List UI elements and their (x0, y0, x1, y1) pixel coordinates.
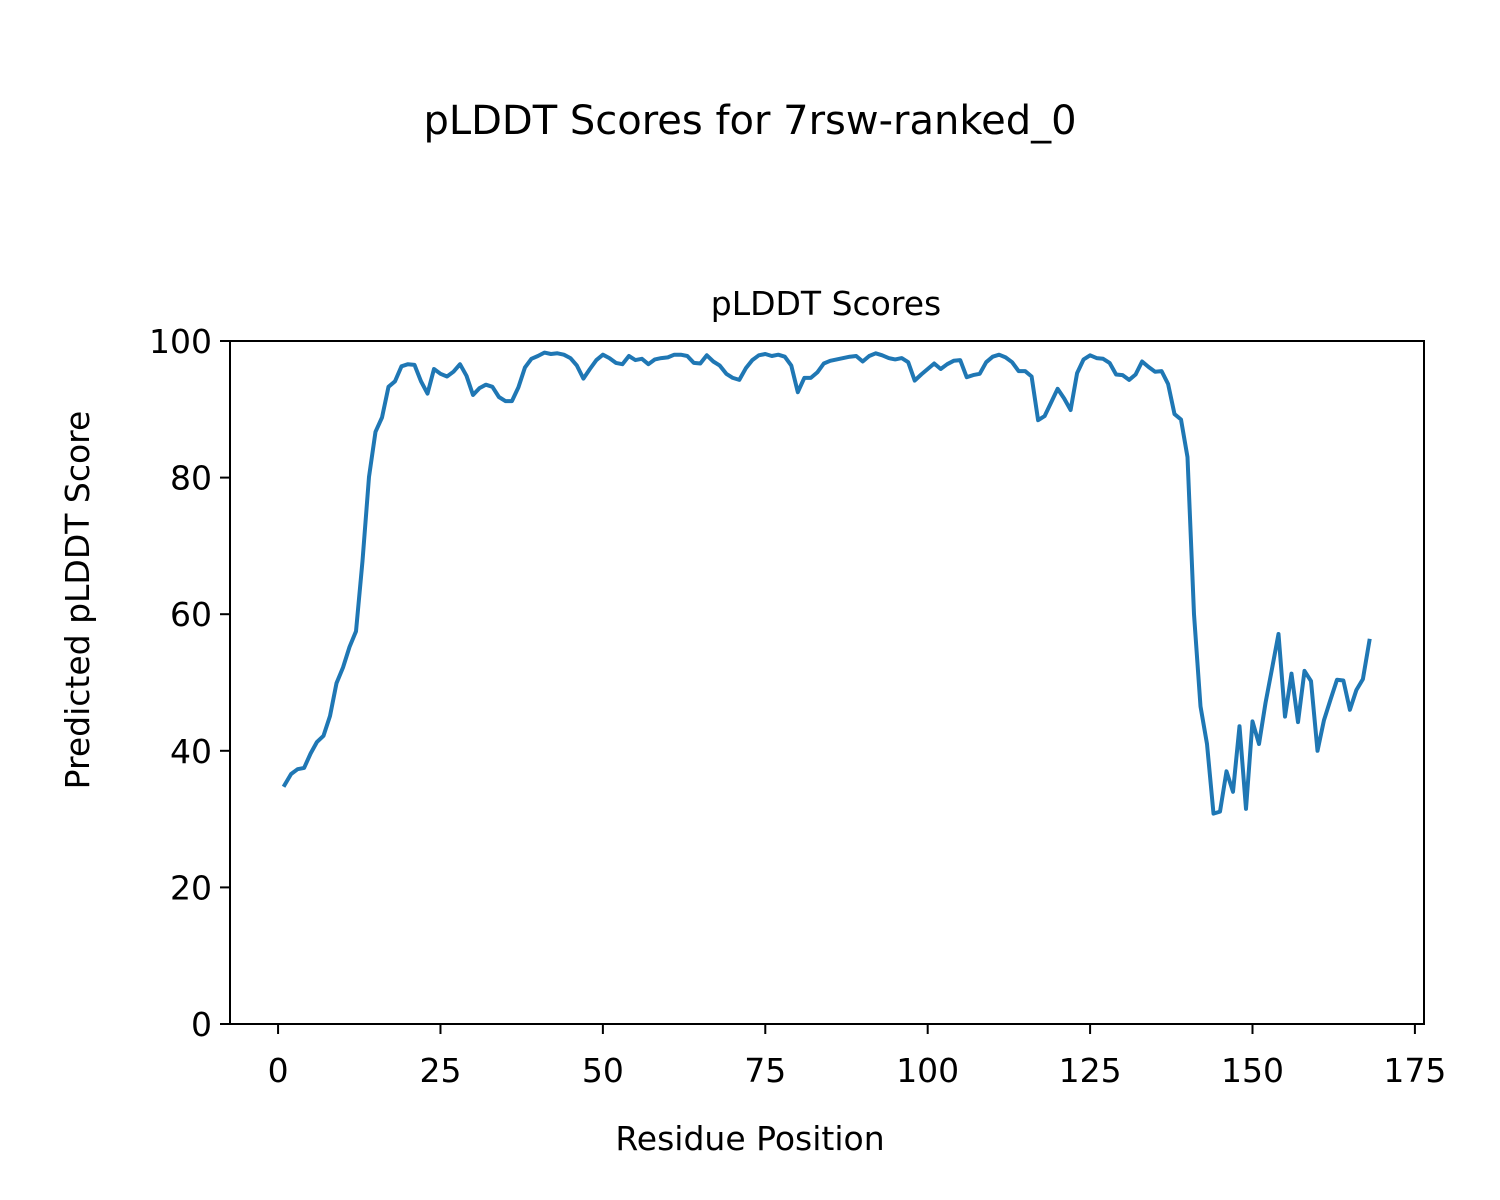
figure-suptitle: pLDDT Scores for 7rsw-ranked_0 (423, 98, 1076, 144)
x-tick-label: 100 (896, 1051, 959, 1090)
y-axis-label: Predicted pLDDT Score (58, 411, 97, 790)
y-tick-label: 40 (170, 732, 212, 771)
y-tick-label: 60 (170, 595, 212, 634)
y-tick-label: 100 (149, 322, 212, 361)
chart-title: pLDDT Scores (711, 284, 941, 323)
x-tick-label: 50 (582, 1051, 624, 1090)
y-tick-label: 80 (170, 459, 212, 498)
x-axis: 0 25 50 75 100 125 150 175 (268, 1024, 1446, 1090)
y-axis: 0 20 40 60 80 100 (149, 322, 230, 1044)
x-tick-label: 0 (268, 1051, 289, 1090)
y-tick-label: 0 (191, 1005, 212, 1044)
y-tick-label: 20 (170, 868, 212, 907)
x-axis-label: Residue Position (615, 1119, 884, 1158)
series-line (281, 350, 1372, 816)
x-tick-label: 75 (744, 1051, 786, 1090)
x-tick-label: 25 (419, 1051, 461, 1090)
plot-frame (229, 340, 1425, 1025)
x-tick-label: 125 (1059, 1051, 1122, 1090)
x-tick-label: 175 (1383, 1051, 1446, 1090)
x-tick-label: 150 (1221, 1051, 1284, 1090)
